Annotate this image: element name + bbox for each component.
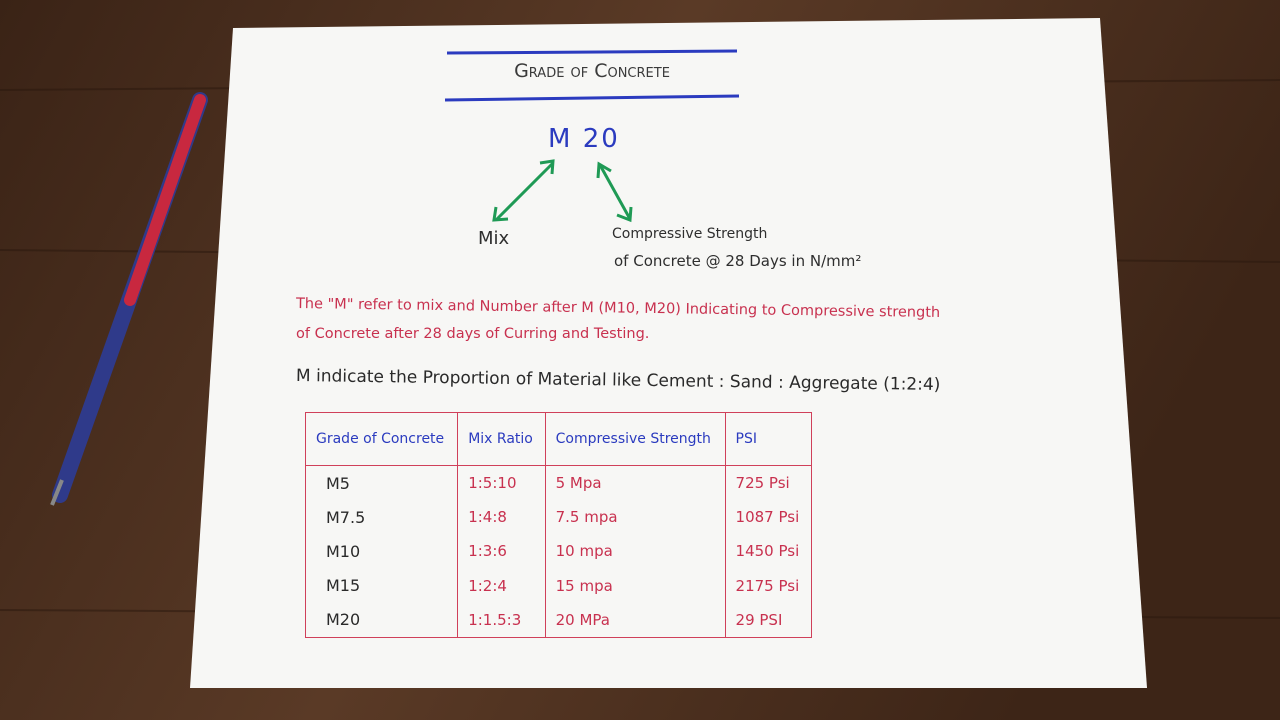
table-row: M5 1:5:10 5 Mpa 725 Psi	[304, 465, 813, 501]
title: Grade of Concrete	[514, 60, 670, 82]
table-row: M20 1:1.5:3 20 MPa 29 PSI	[304, 602, 813, 638]
table-cell: M7.5	[304, 500, 459, 535]
table-cell: 1:2:4	[457, 568, 546, 603]
table-row: M10 1:3:6 10 mpa 1450 Psi	[304, 534, 813, 569]
table-body: M5 1:5:10 5 Mpa 725 Psi M7.5 1:4:8 7.5 mpa 1087…	[304, 465, 813, 638]
title-rule	[444, 94, 740, 102]
column-header: Mix Ratio	[457, 412, 546, 466]
table-cell: 2175 Psi	[724, 568, 813, 603]
table-cell: M20	[304, 602, 459, 638]
pen	[50, 92, 208, 506]
left-label: Mix	[478, 228, 510, 249]
grade-table: Grade of Concrete Mix Ratio Compressive St…	[304, 412, 813, 638]
table-cell: 1:4:8	[457, 500, 546, 535]
table-cell: M15	[304, 568, 459, 603]
arrows	[492, 159, 633, 223]
right-label: Compressive Strength	[612, 226, 768, 242]
table-cell: 5 Mpa	[544, 465, 726, 501]
header-row: Grade of Concrete Mix Ratio Compressive St…	[304, 412, 813, 466]
table-cell: 29 PSI	[724, 602, 813, 638]
title-rule	[446, 49, 738, 55]
table-cell: M5	[304, 465, 459, 501]
grade-code: M 20	[548, 124, 620, 154]
column-header: PSI	[724, 412, 813, 466]
table-row: M15 1:2:4 15 mpa 2175 Psi	[304, 568, 813, 603]
note-line: of Concrete after 28 days of Curring and…	[296, 326, 650, 342]
table-cell: 1:3:6	[457, 534, 546, 569]
column-header: Compressive Strength	[544, 412, 726, 466]
table-cell: 1:1.5:3	[457, 602, 546, 638]
column-header: Grade of Concrete	[304, 412, 459, 466]
table-cell: 1:5:10	[457, 465, 546, 501]
table-cell: 7.5 mpa	[544, 500, 726, 535]
table-cell: 20 MPa	[544, 602, 726, 638]
table-cell: 10 mpa	[544, 534, 726, 569]
table-cell: 1087 Psi	[724, 500, 813, 535]
table-cell: 15 mpa	[544, 568, 726, 603]
table-cell: 1450 Psi	[724, 534, 813, 569]
table-cell: M10	[304, 534, 459, 569]
right-label: of Concrete @ 28 Days in N/mm²	[614, 252, 862, 270]
table-row: M7.5 1:4:8 7.5 mpa 1087 Psi	[304, 500, 813, 535]
table-cell: 725 Psi	[724, 465, 813, 501]
